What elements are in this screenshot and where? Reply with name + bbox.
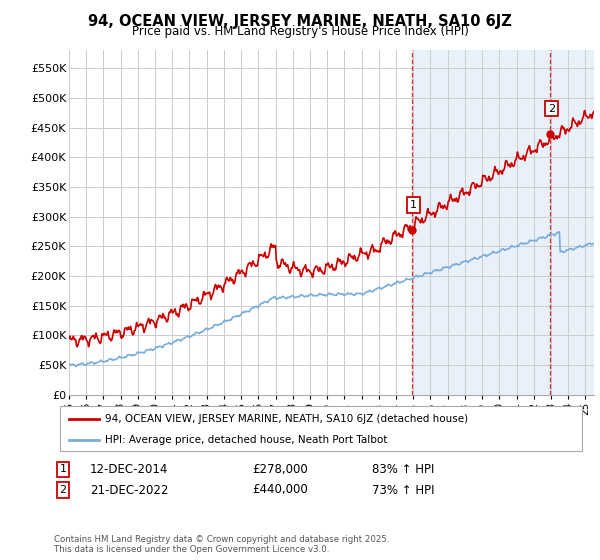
Text: £440,000: £440,000 <box>252 483 308 497</box>
Bar <box>413 50 594 395</box>
Text: 2: 2 <box>548 104 555 114</box>
Text: Price paid vs. HM Land Registry's House Price Index (HPI): Price paid vs. HM Land Registry's House … <box>131 25 469 38</box>
Text: 94, OCEAN VIEW, JERSEY MARINE, NEATH, SA10 6JZ: 94, OCEAN VIEW, JERSEY MARINE, NEATH, SA… <box>88 14 512 29</box>
Text: 1: 1 <box>410 200 417 210</box>
Text: £278,000: £278,000 <box>252 463 308 476</box>
Text: Contains HM Land Registry data © Crown copyright and database right 2025.
This d: Contains HM Land Registry data © Crown c… <box>54 535 389 554</box>
Text: 12-DEC-2014: 12-DEC-2014 <box>90 463 169 476</box>
Text: 73% ↑ HPI: 73% ↑ HPI <box>372 483 434 497</box>
Text: 21-DEC-2022: 21-DEC-2022 <box>90 483 169 497</box>
Text: 1: 1 <box>59 464 67 474</box>
Text: 94, OCEAN VIEW, JERSEY MARINE, NEATH, SA10 6JZ (detached house): 94, OCEAN VIEW, JERSEY MARINE, NEATH, SA… <box>105 414 468 424</box>
Text: 83% ↑ HPI: 83% ↑ HPI <box>372 463 434 476</box>
Text: HPI: Average price, detached house, Neath Port Talbot: HPI: Average price, detached house, Neat… <box>105 435 388 445</box>
Text: 2: 2 <box>59 485 67 495</box>
